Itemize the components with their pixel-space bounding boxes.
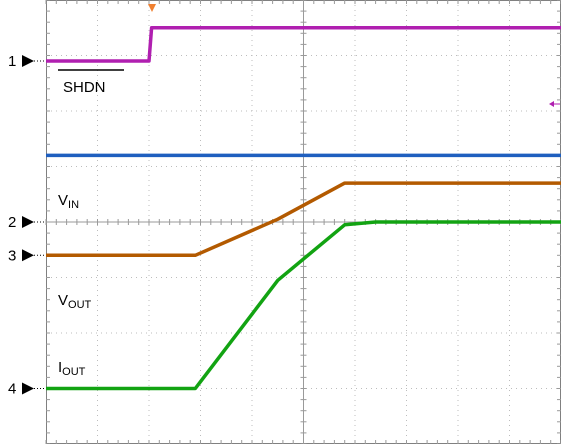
channel-marker-group: 1 2 3 4 (8, 53, 46, 398)
channel-marker-arrow-icon (22, 55, 34, 68)
plot-grid (45, 0, 561, 444)
channel-marker-label-2: 2 (8, 214, 16, 231)
channel-marker-arrow-icon (22, 216, 34, 228)
series-label-shdn: SHDN (63, 79, 106, 96)
series-label-iout: IOUT (58, 359, 86, 378)
channel-marker-label-1: 1 (8, 53, 16, 70)
trace-group (46, 26, 561, 391)
channel-marker-label-4: 4 (8, 381, 16, 398)
series-label-vout: VOUT (58, 292, 92, 311)
trace-shdn (46, 26, 561, 63)
channel-marker-arrow-icon (22, 249, 34, 262)
series-label-vin: VIN (58, 192, 79, 211)
trigger-level-arrow-icon (549, 101, 554, 107)
channel-marker-label-3: 3 (8, 247, 16, 264)
trigger-position-icon (148, 4, 156, 12)
trace-vout (46, 181, 561, 258)
channel-marker-arrow-icon (22, 382, 34, 395)
trace-iout (46, 220, 561, 391)
